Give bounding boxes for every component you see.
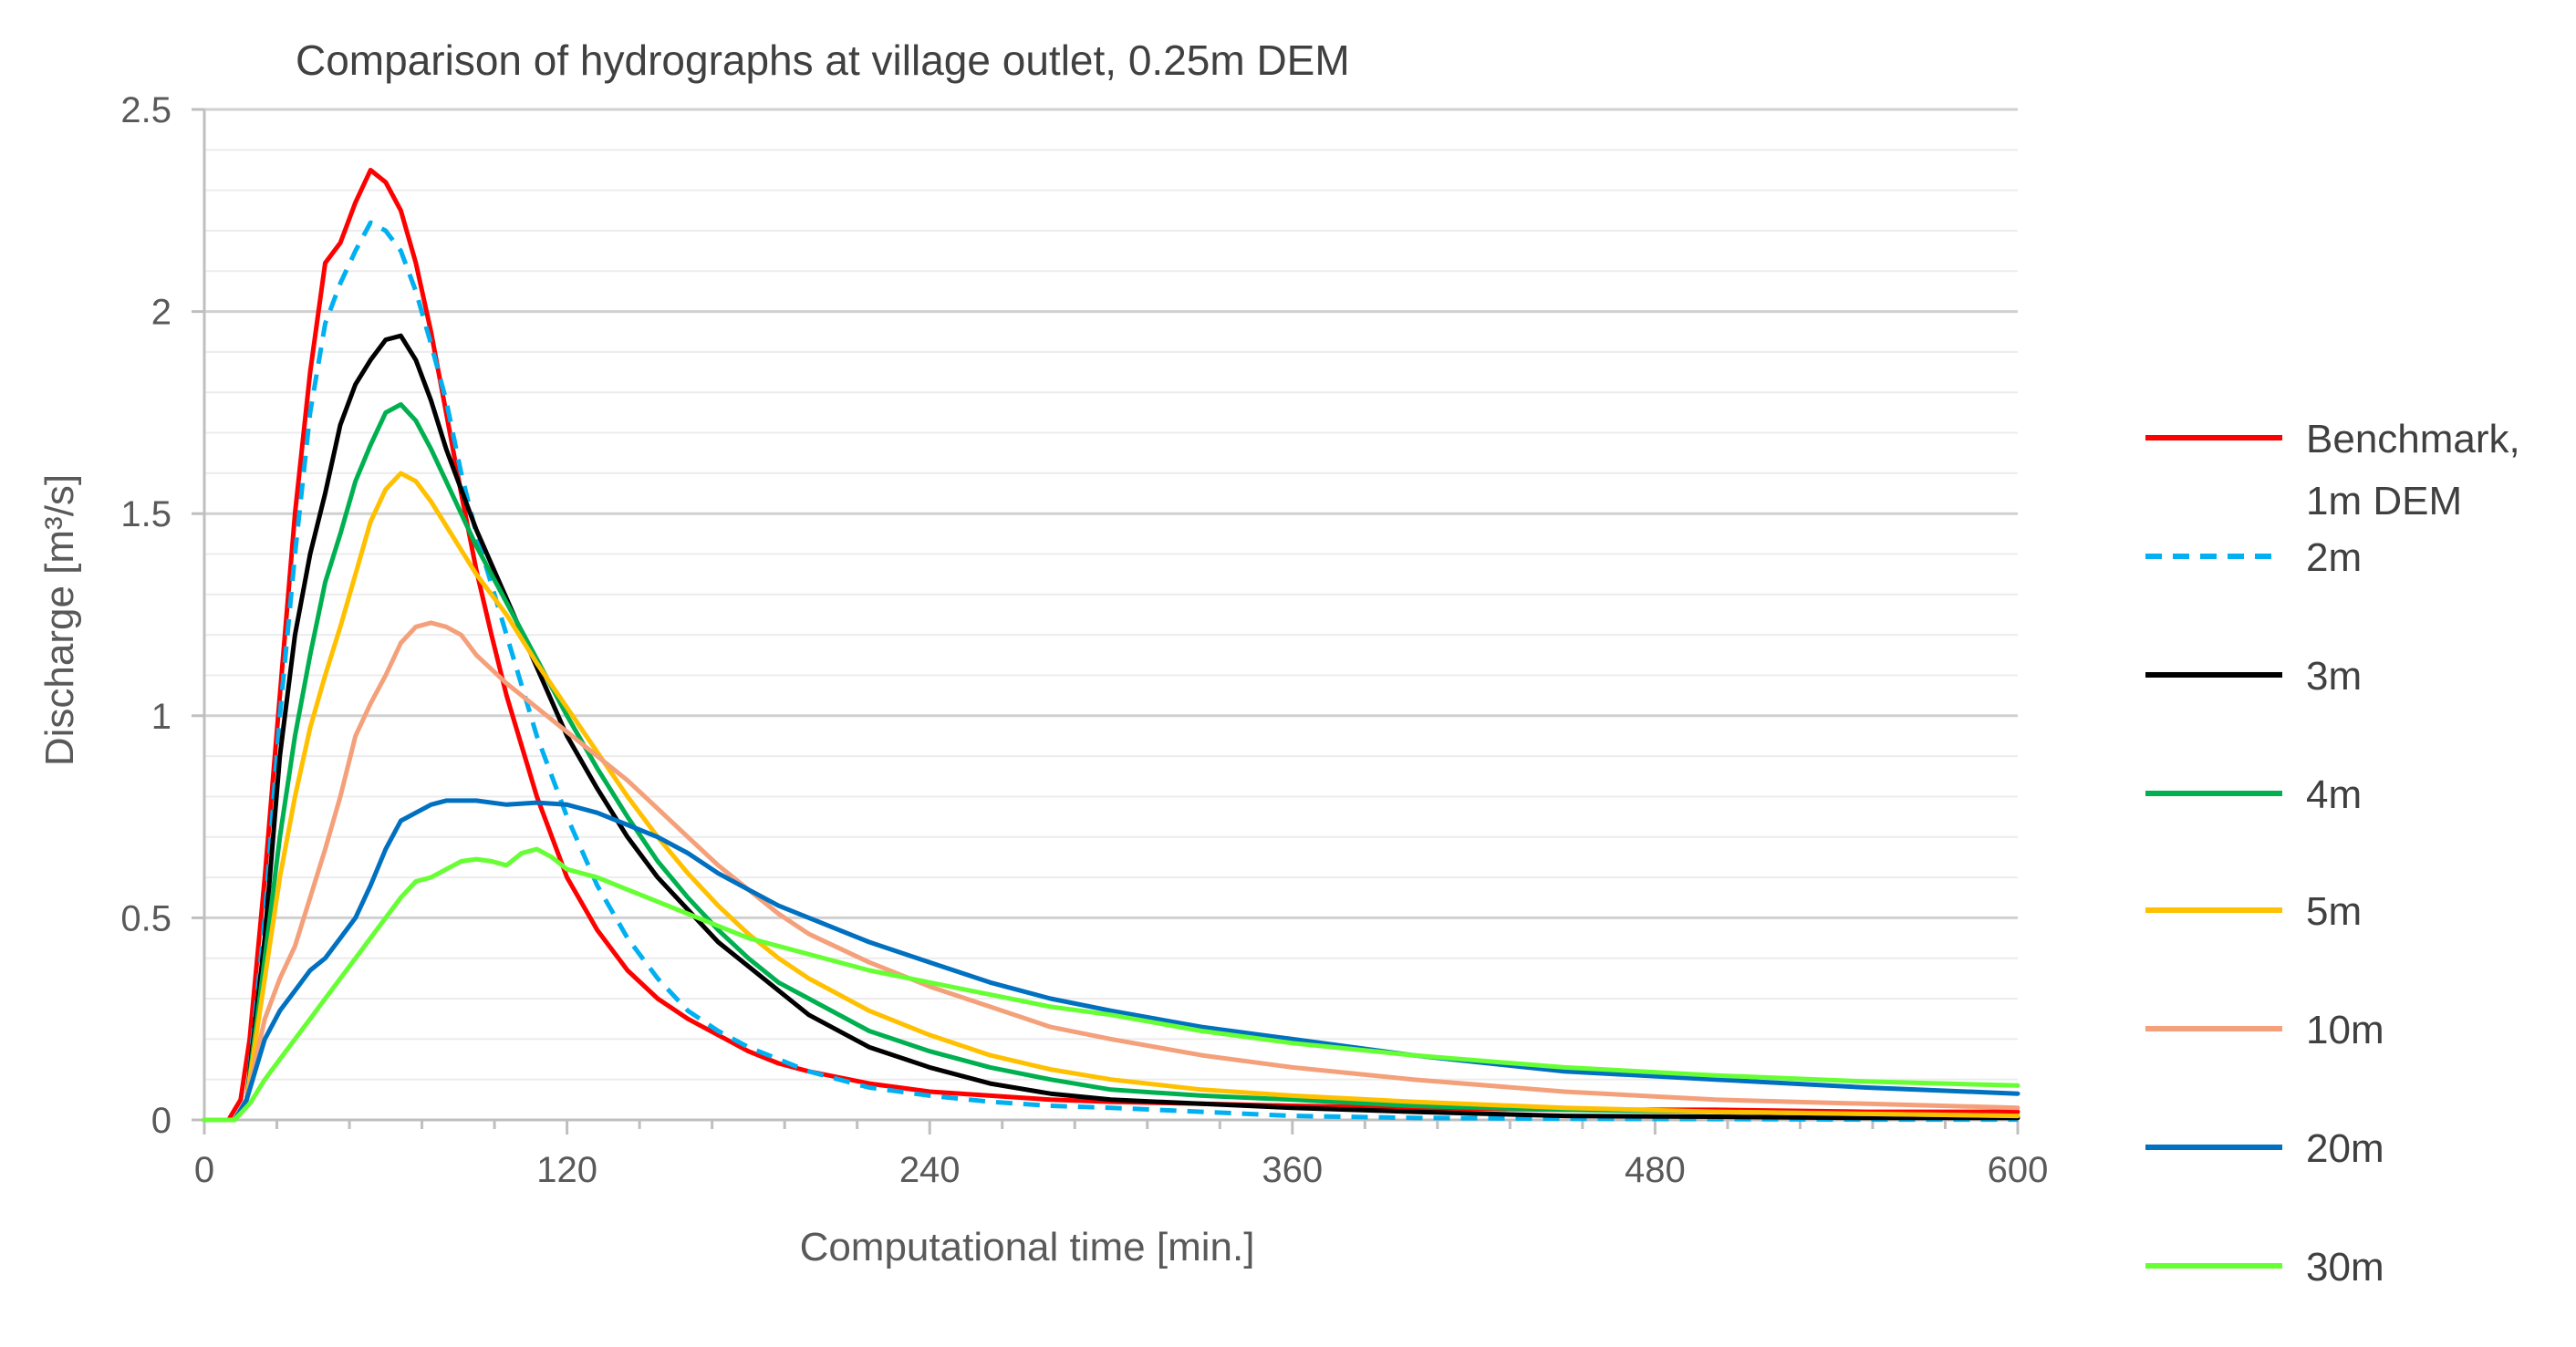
y-axis-title: Discharge [m³/s] xyxy=(37,474,82,766)
legend-label-2: 2m xyxy=(2306,535,2362,580)
legend-label-8: 30m xyxy=(2306,1245,2384,1290)
legend-label-1: Benchmark, xyxy=(2306,417,2520,461)
legend-label-3: 3m xyxy=(2306,654,2362,699)
legend-label-6: 10m xyxy=(2306,1008,2384,1052)
series-line-7 xyxy=(202,798,2020,1123)
grid-layer xyxy=(204,108,2018,1081)
y-tick-label: 2 xyxy=(151,293,171,333)
y-tick-label: 1.5 xyxy=(120,494,171,534)
y-tick-label: 1 xyxy=(151,697,171,737)
chart-title: Comparison of hydrographs at village out… xyxy=(296,36,1350,84)
x-tick-label: 480 xyxy=(1625,1150,1686,1190)
series-line-3 xyxy=(202,333,2020,1123)
x-tick-label: 240 xyxy=(899,1150,961,1190)
x-tick-label: 360 xyxy=(1262,1150,1323,1190)
x-tick-label: 120 xyxy=(536,1150,597,1190)
series-line-2 xyxy=(204,220,2018,1123)
legend-label-4: 4m xyxy=(2306,772,2362,817)
y-tick-label: 2.5 xyxy=(120,90,171,130)
legend: Benchmark, 1m DEM 2m 3m 4m 5m 10m 20m 30m xyxy=(2145,417,2520,1290)
series-line-8 xyxy=(202,846,2020,1123)
y-tick-label: 0 xyxy=(151,1101,171,1141)
legend-label-5: 5m xyxy=(2306,889,2362,934)
axis-layer: 0 0.5 1 1.5 2 2.5 0 120 240 360 480 600 xyxy=(120,90,2048,1190)
series-line-6 xyxy=(202,620,2020,1123)
x-tick-label: 0 xyxy=(194,1150,214,1190)
x-axis-title: Computational time [min.] xyxy=(800,1225,1255,1269)
legend-label-1: 1m DEM xyxy=(2306,479,2462,523)
series-line-5 xyxy=(202,471,2020,1123)
y-tick-label: 0.5 xyxy=(120,898,171,938)
series-layer xyxy=(202,168,2020,1123)
legend-label-7: 20m xyxy=(2306,1126,2384,1171)
x-tick-label: 600 xyxy=(1988,1150,2049,1190)
series-line-4 xyxy=(202,402,2020,1123)
